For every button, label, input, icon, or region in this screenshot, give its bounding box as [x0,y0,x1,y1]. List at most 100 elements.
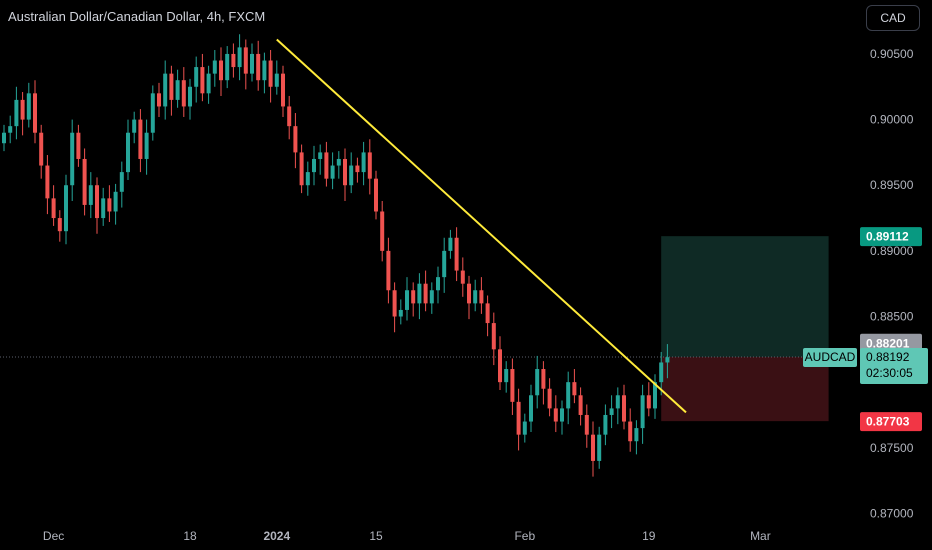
stop-price-label-text: 0.87703 [866,415,910,429]
candle-body [312,158,316,173]
candle [287,95,292,140]
current-price-text: 0.88192 [866,350,910,364]
candle-body [473,290,478,304]
candle-body [417,283,422,304]
candle-body [361,152,366,173]
candle [312,145,316,186]
candle [609,395,614,429]
candle-body [144,132,149,159]
candle-body [225,53,230,81]
candle [76,124,81,167]
candle [324,141,329,187]
candle [225,46,230,89]
candle [318,144,323,175]
candle-body [659,362,664,383]
candle-body [485,303,490,324]
candle [653,374,657,419]
candle [237,34,242,81]
time-axis[interactable]: Dec 18 2024 15 Feb 19 Mar [43,529,771,543]
candle-body [95,185,99,219]
candle-body [622,395,626,422]
candle-body [491,323,496,350]
candle [163,60,168,120]
candle-body [566,382,571,409]
candle [640,384,645,444]
candle [374,170,378,220]
y-tick-label: 0.87500 [870,441,914,455]
candle [411,282,416,317]
candle-body [380,211,385,251]
candle-body [609,408,614,415]
y-tick-label: 0.87000 [870,506,914,520]
candle-body [646,395,651,409]
candle [336,151,341,179]
x-tick-label: Feb [514,529,535,543]
candle-body [51,198,56,219]
candle-body [33,93,37,133]
candle-body [324,152,329,179]
candle-body [522,421,527,435]
currency-button[interactable]: CAD [866,5,920,31]
candle [491,312,496,366]
y-tick-label: 0.90000 [870,113,914,127]
candle-body [572,382,577,396]
candle [535,355,540,409]
candle-body [386,250,391,291]
symbol-tag-text: AUDCAD [805,350,856,364]
candle-body [336,158,341,166]
candle-body [157,93,161,107]
candle-body [107,198,112,212]
candle-body [591,434,595,461]
candle-body [584,414,589,435]
candle [355,157,360,183]
symbol-tag: AUDCAD [803,347,857,367]
x-tick-label: Dec [43,529,64,543]
target-zone [661,236,829,357]
candle [597,426,602,469]
price-axis[interactable]: 0.90500 0.90000 0.89500 0.89000 0.88500 0.875… [870,47,914,520]
candle [305,161,310,196]
candle-body [355,165,360,173]
candle-body [200,67,205,94]
candle [659,351,664,396]
price-labels: 0.89112 0.88201 0.87703 AUDCAD 0.88192 02:30:… [803,227,928,432]
candle [200,53,205,102]
candle-body [479,290,484,304]
candle [578,387,583,426]
candle-body [274,73,279,87]
candle [274,60,279,95]
trendline [276,38,687,414]
candle-body [163,73,168,107]
candle [256,40,261,91]
candle [150,85,155,141]
candle-body [305,172,310,186]
stop-zone [661,356,829,422]
candle [541,361,546,405]
candle-body [194,67,199,87]
candle [132,111,137,144]
candle [194,56,199,103]
candle-body [113,191,118,212]
candle-body [560,408,564,422]
candle [101,187,106,226]
candle-body [603,414,608,435]
candle [423,270,428,312]
candle-body [628,421,633,442]
candle [144,119,149,175]
candle [473,279,478,312]
candle-body [367,152,372,179]
candle [212,50,217,87]
candle [175,69,180,108]
candle [64,174,68,245]
candle [628,408,633,452]
candle [529,384,533,433]
candle [181,67,186,117]
candle [367,139,372,195]
stop-price-label-bg [860,412,922,432]
symbol-tag-bg [803,347,857,367]
stop-price-label: 0.87703 [860,412,922,432]
candle-body [237,47,242,68]
candles [2,34,670,477]
candle-body [119,172,124,192]
